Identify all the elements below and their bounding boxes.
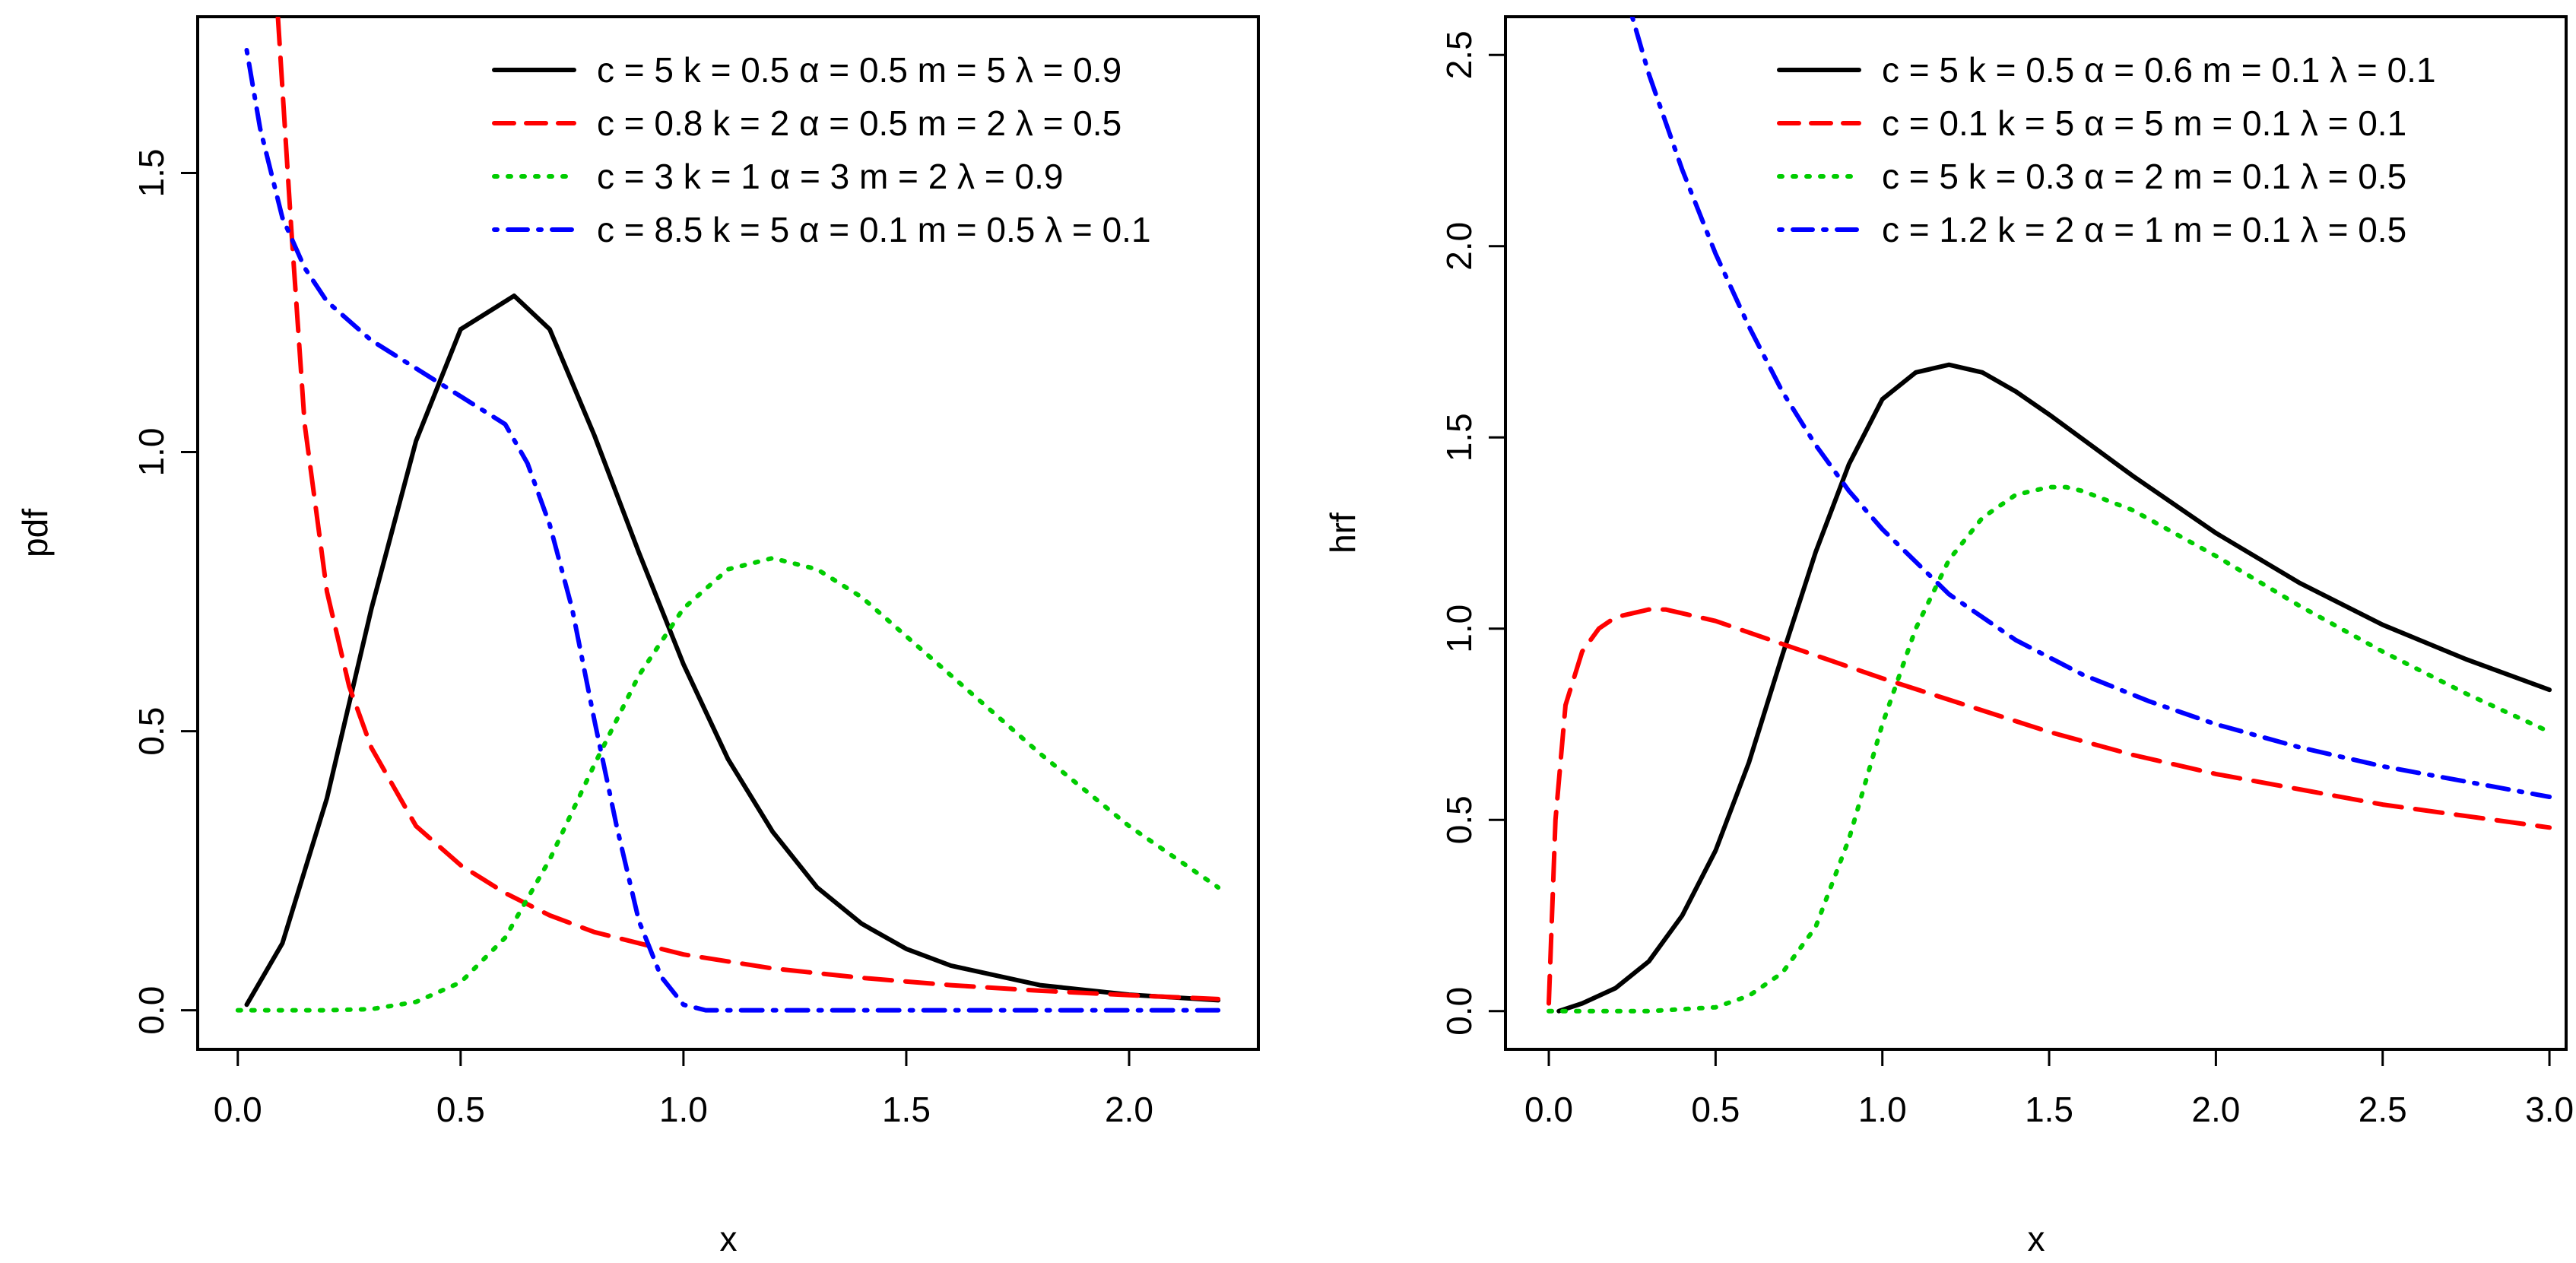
pdf-y-tick-label: 1.5 (132, 149, 171, 198)
hrf-x-tick-label: 2.0 (2191, 1090, 2240, 1129)
hrf-x-axis-title: x (2028, 1219, 2045, 1258)
pdf-series-layer (235, 17, 1221, 1013)
pdf-y-axis-title: pdf (15, 509, 55, 557)
pdf-axes: 0.0 0.5 1.0 1.5 2.0 0.0 0.5 1.0 1.5 (132, 149, 1153, 1129)
pdf-series-line-2 (275, 17, 1221, 1001)
pdf-x-axis-title: x (720, 1219, 738, 1258)
hrf-y-axis-title: hrf (1323, 512, 1363, 554)
pdf-y-tick-label: 0.5 (132, 707, 171, 756)
hrf-legend-label-4: c = 1.2 k = 2 α = 1 m = 0.1 λ = 0.5 (1882, 210, 2406, 249)
hrf-x-tick-label: 3.0 (2525, 1090, 2574, 1129)
hrf-series-line-3 (1547, 484, 2552, 1014)
pdf-x-tick-label: 1.5 (882, 1090, 931, 1129)
pdf-legend-label-1: c = 5 k = 0.5 α = 0.5 m = 5 λ = 0.9 (597, 50, 1121, 90)
pdf-legend-label-3: c = 3 k = 1 α = 3 m = 2 λ = 0.9 (597, 157, 1063, 196)
hrf-legend-label-1: c = 5 k = 0.5 α = 0.6 m = 0.1 λ = 0.1 (1882, 50, 2436, 90)
hrf-y-tick-label: 1.5 (1439, 413, 1479, 462)
hrf-x-tick-label: 1.5 (2025, 1090, 2073, 1129)
pdf-series-line-1 (244, 294, 1221, 1008)
hrf-y-tick-label: 0.5 (1439, 795, 1479, 844)
hrf-legend-label-3: c = 5 k = 0.3 α = 2 m = 0.1 λ = 0.5 (1882, 157, 2406, 196)
hrf-x-tick-label: 0.0 (1524, 1090, 1573, 1129)
pdf-series-line-3 (235, 556, 1221, 1013)
hrf-y-tick-label: 2.5 (1439, 30, 1479, 79)
hrf-series-layer (1547, 17, 2552, 1014)
hrf-axes: 0.0 0.5 1.0 1.5 2.0 2.5 3.0 0.0 0.5 1.0 1.5 2.0 2.5 (1439, 30, 2574, 1129)
pdf-chart: 0.0 0.5 1.0 1.5 2.0 0.0 0.5 1.0 1.5 x pdf c = 5 … (15, 15, 1260, 1258)
hrf-legend: c = 5 k = 0.5 α = 0.6 m = 0.1 λ = 0.1 c =… (1777, 50, 2436, 249)
hrf-series-line-4 (1629, 17, 2552, 799)
hrf-x-tick-label: 0.5 (1691, 1090, 1740, 1129)
pdf-x-tick-label: 2.0 (1105, 1090, 1153, 1129)
pdf-y-tick-label: 1.0 (132, 428, 171, 477)
pdf-x-tick-label: 0.5 (436, 1090, 485, 1129)
pdf-legend-label-2: c = 0.8 k = 2 α = 0.5 m = 2 λ = 0.5 (597, 103, 1121, 143)
pdf-legend-label-4: c = 8.5 k = 5 α = 0.1 m = 0.5 λ = 0.1 (597, 210, 1151, 249)
hrf-y-tick-label: 2.0 (1439, 222, 1479, 271)
hrf-chart: 0.0 0.5 1.0 1.5 2.0 2.5 3.00.00.51.01.52.02.5 … (1323, 15, 2574, 1258)
hrf-y-tick-label: 1.0 (1439, 605, 1479, 653)
hrf-x-tick-label: 1.0 (1858, 1090, 1907, 1129)
hrf-legend-label-2: c = 0.1 k = 5 α = 5 m = 0.1 λ = 0.1 (1882, 103, 2406, 143)
pdf-y-tick-label: 0.0 (132, 986, 171, 1035)
pdf-x-tick-label: 1.0 (659, 1090, 708, 1129)
hrf-y-tick-label: 0.0 (1439, 987, 1479, 1036)
hrf-series-line-1 (1556, 362, 2552, 1014)
pdf-legend: c = 5 k = 0.5 α = 0.5 m = 5 λ = 0.9 c = 0… (492, 50, 1151, 249)
hrf-x-tick-label: 2.5 (2359, 1090, 2407, 1129)
pdf-series-line-4 (244, 48, 1221, 1013)
pdf-x-tick-label: 0.0 (214, 1090, 262, 1129)
hrf-series-line-2 (1547, 607, 2552, 1006)
